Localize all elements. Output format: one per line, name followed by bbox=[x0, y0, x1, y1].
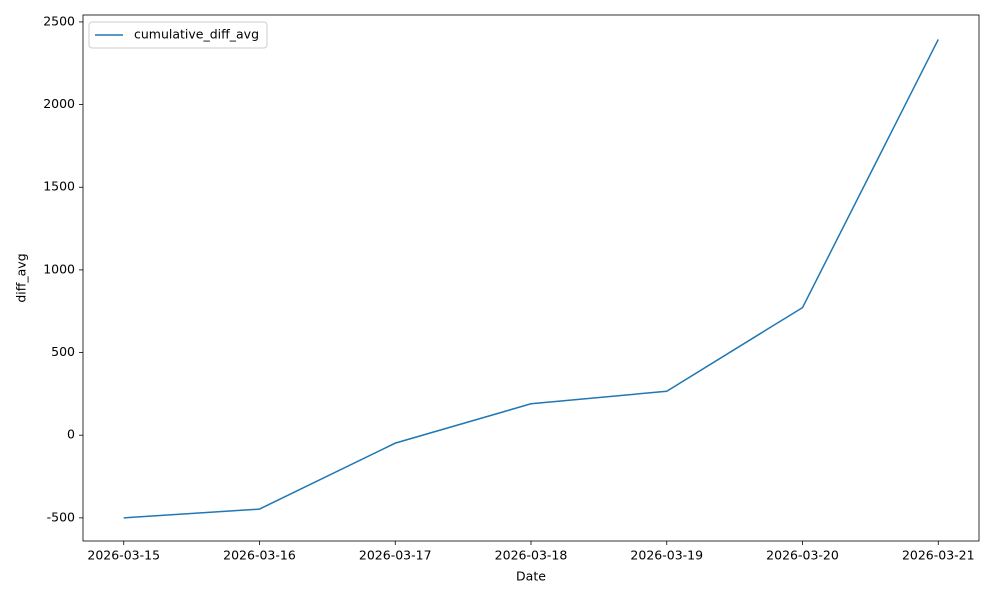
y-tick-label: 1000 bbox=[43, 261, 75, 276]
y-tick-label: 1500 bbox=[43, 179, 75, 194]
x-tick-label: 2026-03-16 bbox=[223, 548, 296, 563]
x-tick-label: 2026-03-20 bbox=[766, 548, 839, 563]
y-axis-label: diff_avg bbox=[14, 253, 29, 302]
plot-frame bbox=[82, 14, 980, 542]
x-axis-label: Date bbox=[516, 569, 546, 584]
legend-box bbox=[88, 21, 268, 49]
y-tick-label: -500 bbox=[47, 509, 75, 524]
legend-label: cumulative_diff_avg bbox=[134, 27, 259, 42]
x-tick-label: 2026-03-18 bbox=[495, 548, 568, 563]
y-tick-label: 500 bbox=[51, 344, 75, 359]
y-tick-label: 0 bbox=[67, 427, 75, 442]
x-tick-label: 2026-03-15 bbox=[87, 548, 160, 563]
y-tick-label: 2500 bbox=[43, 13, 75, 28]
y-tick-label: 2000 bbox=[43, 96, 75, 111]
x-tick-label: 2026-03-17 bbox=[359, 548, 432, 563]
data-line bbox=[123, 39, 939, 519]
x-tick-label: 2026-03-19 bbox=[630, 548, 703, 563]
x-tick-label: 2026-03-21 bbox=[902, 548, 975, 563]
